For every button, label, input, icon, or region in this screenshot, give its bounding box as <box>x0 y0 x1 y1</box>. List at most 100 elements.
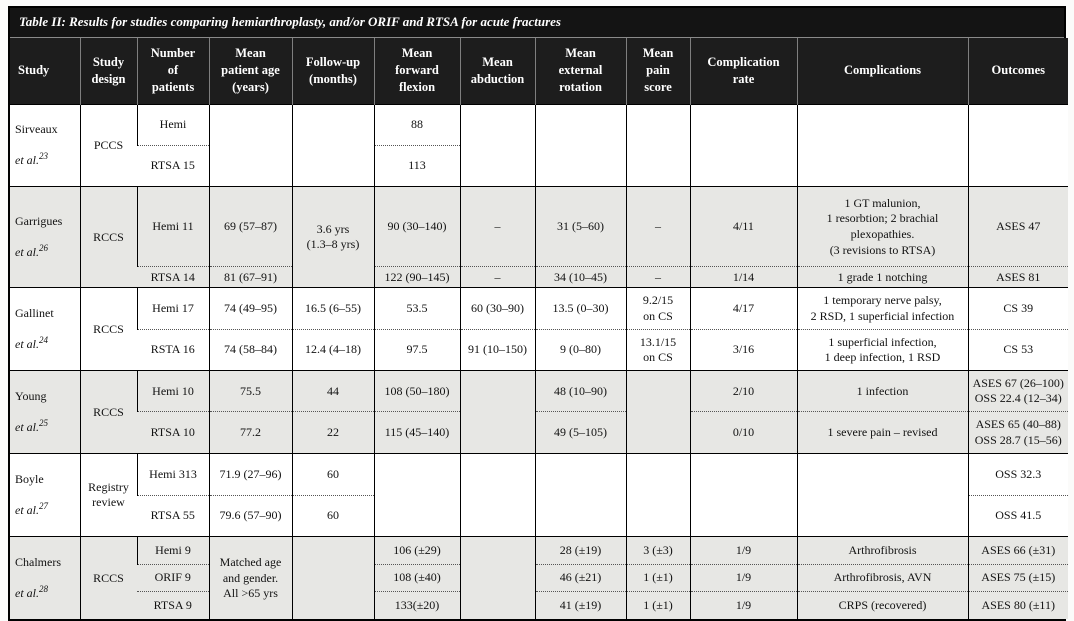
abduction-cell: – <box>459 266 535 288</box>
etal-text: et al. <box>15 153 39 168</box>
table-row: Chalmers et al.28 RCCS Hemi 9 Matched ag… <box>10 536 1068 620</box>
patients-cell: Hemi 10 <box>136 370 209 412</box>
patients-cell: ORIF 9 <box>137 563 209 592</box>
ref-superscript: 25 <box>39 418 48 429</box>
age-cell: Matched age and gender. All >65 yrs <box>208 536 292 620</box>
patients-cell: RTSA 55 <box>137 494 209 537</box>
comp-rate-cell-empty <box>689 103 797 187</box>
comp-rate-cell: 1/14 <box>689 266 797 288</box>
abduction-cell-empty <box>459 370 535 454</box>
abduction-cell-empty <box>459 103 535 187</box>
study-etal: et al.27 <box>15 502 78 519</box>
complications-cell: 1 GT malunion, 1 resorbtion; 2 brachial … <box>796 186 968 267</box>
abduction-cell-empty <box>459 453 535 537</box>
study-name: Gallinet <box>15 306 54 321</box>
study-etal: et al.23 <box>15 152 78 169</box>
design-cell: RCCS <box>79 370 137 454</box>
table-row: Young et al.25 RCCS Hemi 10 75.5 44 108 … <box>10 370 1068 454</box>
abduction-cell: 60 (30–90) <box>459 287 535 330</box>
comp-rate-cell: 3/16 <box>689 328 797 371</box>
outcomes-cell: ASES 47 <box>967 186 1068 267</box>
flexion-cell: 133(±20) <box>373 591 460 620</box>
age-cell: 74 (49–95) <box>208 287 292 330</box>
age-cell: 79.6 (57–90) <box>208 494 292 537</box>
col-outcomes: Outcomes <box>967 38 1068 104</box>
table-row: Garrigues et al.26 RCCS Hemi 11 69 (57–8… <box>10 186 1068 288</box>
pain-cell: 13.1/15 on CS <box>625 328 690 371</box>
rotation-cell: 31 (5–60) <box>534 186 626 267</box>
col-complications: Complications <box>796 38 968 104</box>
complications-cell: 1 grade 1 notching <box>796 266 968 288</box>
followup-cell-empty <box>291 103 374 187</box>
comp-rate-cell: 0/10 <box>689 411 797 454</box>
ref-superscript: 28 <box>39 584 48 595</box>
followup-cell: 44 <box>291 370 374 412</box>
flexion-cell: 53.5 <box>373 287 460 330</box>
complications-cell-empty <box>796 103 968 187</box>
col-study-design: Study design <box>79 38 137 104</box>
pain-cell: 1 (±1) <box>625 591 690 620</box>
pain-cell-empty <box>625 103 690 187</box>
rotation-cell: 46 (±21) <box>534 563 626 592</box>
study-name: Young <box>15 389 47 404</box>
outcomes-cell: ASES 80 (±11) <box>967 591 1068 620</box>
study-name: Garrigues <box>15 214 63 229</box>
patients-cell: RTSA 10 <box>137 411 209 454</box>
comp-rate-cell: 2/10 <box>689 370 797 412</box>
col-complication-rate: Complication rate <box>689 38 797 104</box>
table-title: Table II: Results for studies comparing … <box>10 8 1064 38</box>
etal-text: et al. <box>15 586 39 601</box>
age-cell: 71.9 (27–96) <box>208 453 292 496</box>
pain-cell: 3 (±3) <box>625 536 690 565</box>
outcomes-cell: OSS 32.3 <box>967 453 1068 496</box>
abduction-cell: 91 (10–150) <box>459 328 535 371</box>
followup-cell: 3.6 yrs (1.3–8 yrs) <box>291 186 374 288</box>
outcomes-cell: OSS 41.5 <box>967 494 1068 537</box>
study-cell: Garrigues et al.26 <box>10 186 80 288</box>
outcomes-cell: ASES 67 (26–100) OSS 22.4 (12–34) <box>967 370 1068 412</box>
pain-cell-empty <box>625 453 690 537</box>
followup-cell: 12.4 (4–18) <box>291 328 374 371</box>
patients-cell: RTSA 15 <box>137 144 209 187</box>
outcomes-cell: ASES 81 <box>967 266 1068 288</box>
study-name: Boyle <box>15 472 44 486</box>
flexion-cell: 88 <box>373 103 460 146</box>
patients-cell: Hemi 11 <box>136 186 209 267</box>
complications-cell: 1 temporary nerve palsy, 2 RSD, 1 superf… <box>796 287 968 330</box>
col-study: Study <box>10 38 80 104</box>
flexion-cell: 106 (±29) <box>373 536 460 565</box>
study-cell: Boyle et al.27 <box>10 453 80 537</box>
complications-cell: Arthrofibrosis, AVN <box>796 563 968 592</box>
complications-cell: CRPS (recovered) <box>796 591 968 620</box>
comp-rate-cell: 1/9 <box>689 591 797 620</box>
complications-cell: 1 infection <box>796 370 968 412</box>
age-cell: 69 (57–87) <box>208 186 292 267</box>
rotation-cell: 13.5 (0–30) <box>534 287 626 330</box>
col-mean-abduction: Mean abduction <box>459 38 535 104</box>
patients-cell: RSTA 16 <box>137 328 209 371</box>
outcomes-cell: CS 39 <box>967 287 1068 330</box>
col-mean-pain-score: Mean pain score <box>625 38 690 104</box>
table-row: Gallinet et al.24 RCCS Hemi 17 74 (49–95… <box>10 287 1068 371</box>
age-cell: 74 (58–84) <box>208 328 292 371</box>
complications-cell: 1 severe pain – revised <box>796 411 968 454</box>
table-row: RTSA 10 77.2 22 115 (45–140) 49 (5–105) … <box>10 411 1068 454</box>
patients-cell: RTSA 9 <box>137 591 209 620</box>
design-cell: RCCS <box>79 287 137 371</box>
abduction-cell-empty <box>459 536 535 620</box>
col-followup: Follow-up (months) <box>291 38 374 104</box>
comp-rate-cell-empty <box>689 453 797 537</box>
followup-cell: 16.5 (6–55) <box>291 287 374 330</box>
rotation-cell: 28 (±19) <box>534 536 626 565</box>
design-cell: Registry review <box>79 453 137 537</box>
table-row: ORIF 9 108 (±40) 46 (±21) 1 (±1) 1/9 Art… <box>10 563 1068 592</box>
study-cell: Chalmers et al.28 <box>10 536 80 620</box>
col-mean-external-rotation: Mean external rotation <box>534 38 626 104</box>
patients-cell: Hemi 17 <box>136 287 209 330</box>
complications-cell: Arthrofibrosis <box>796 536 968 565</box>
etal-text: et al. <box>15 420 39 435</box>
comp-rate-cell: 4/11 <box>689 186 797 267</box>
flexion-cell: 108 (50–180) <box>373 370 460 412</box>
patients-cell: RTSA 14 <box>137 266 209 288</box>
age-cell: 75.5 <box>208 370 292 412</box>
